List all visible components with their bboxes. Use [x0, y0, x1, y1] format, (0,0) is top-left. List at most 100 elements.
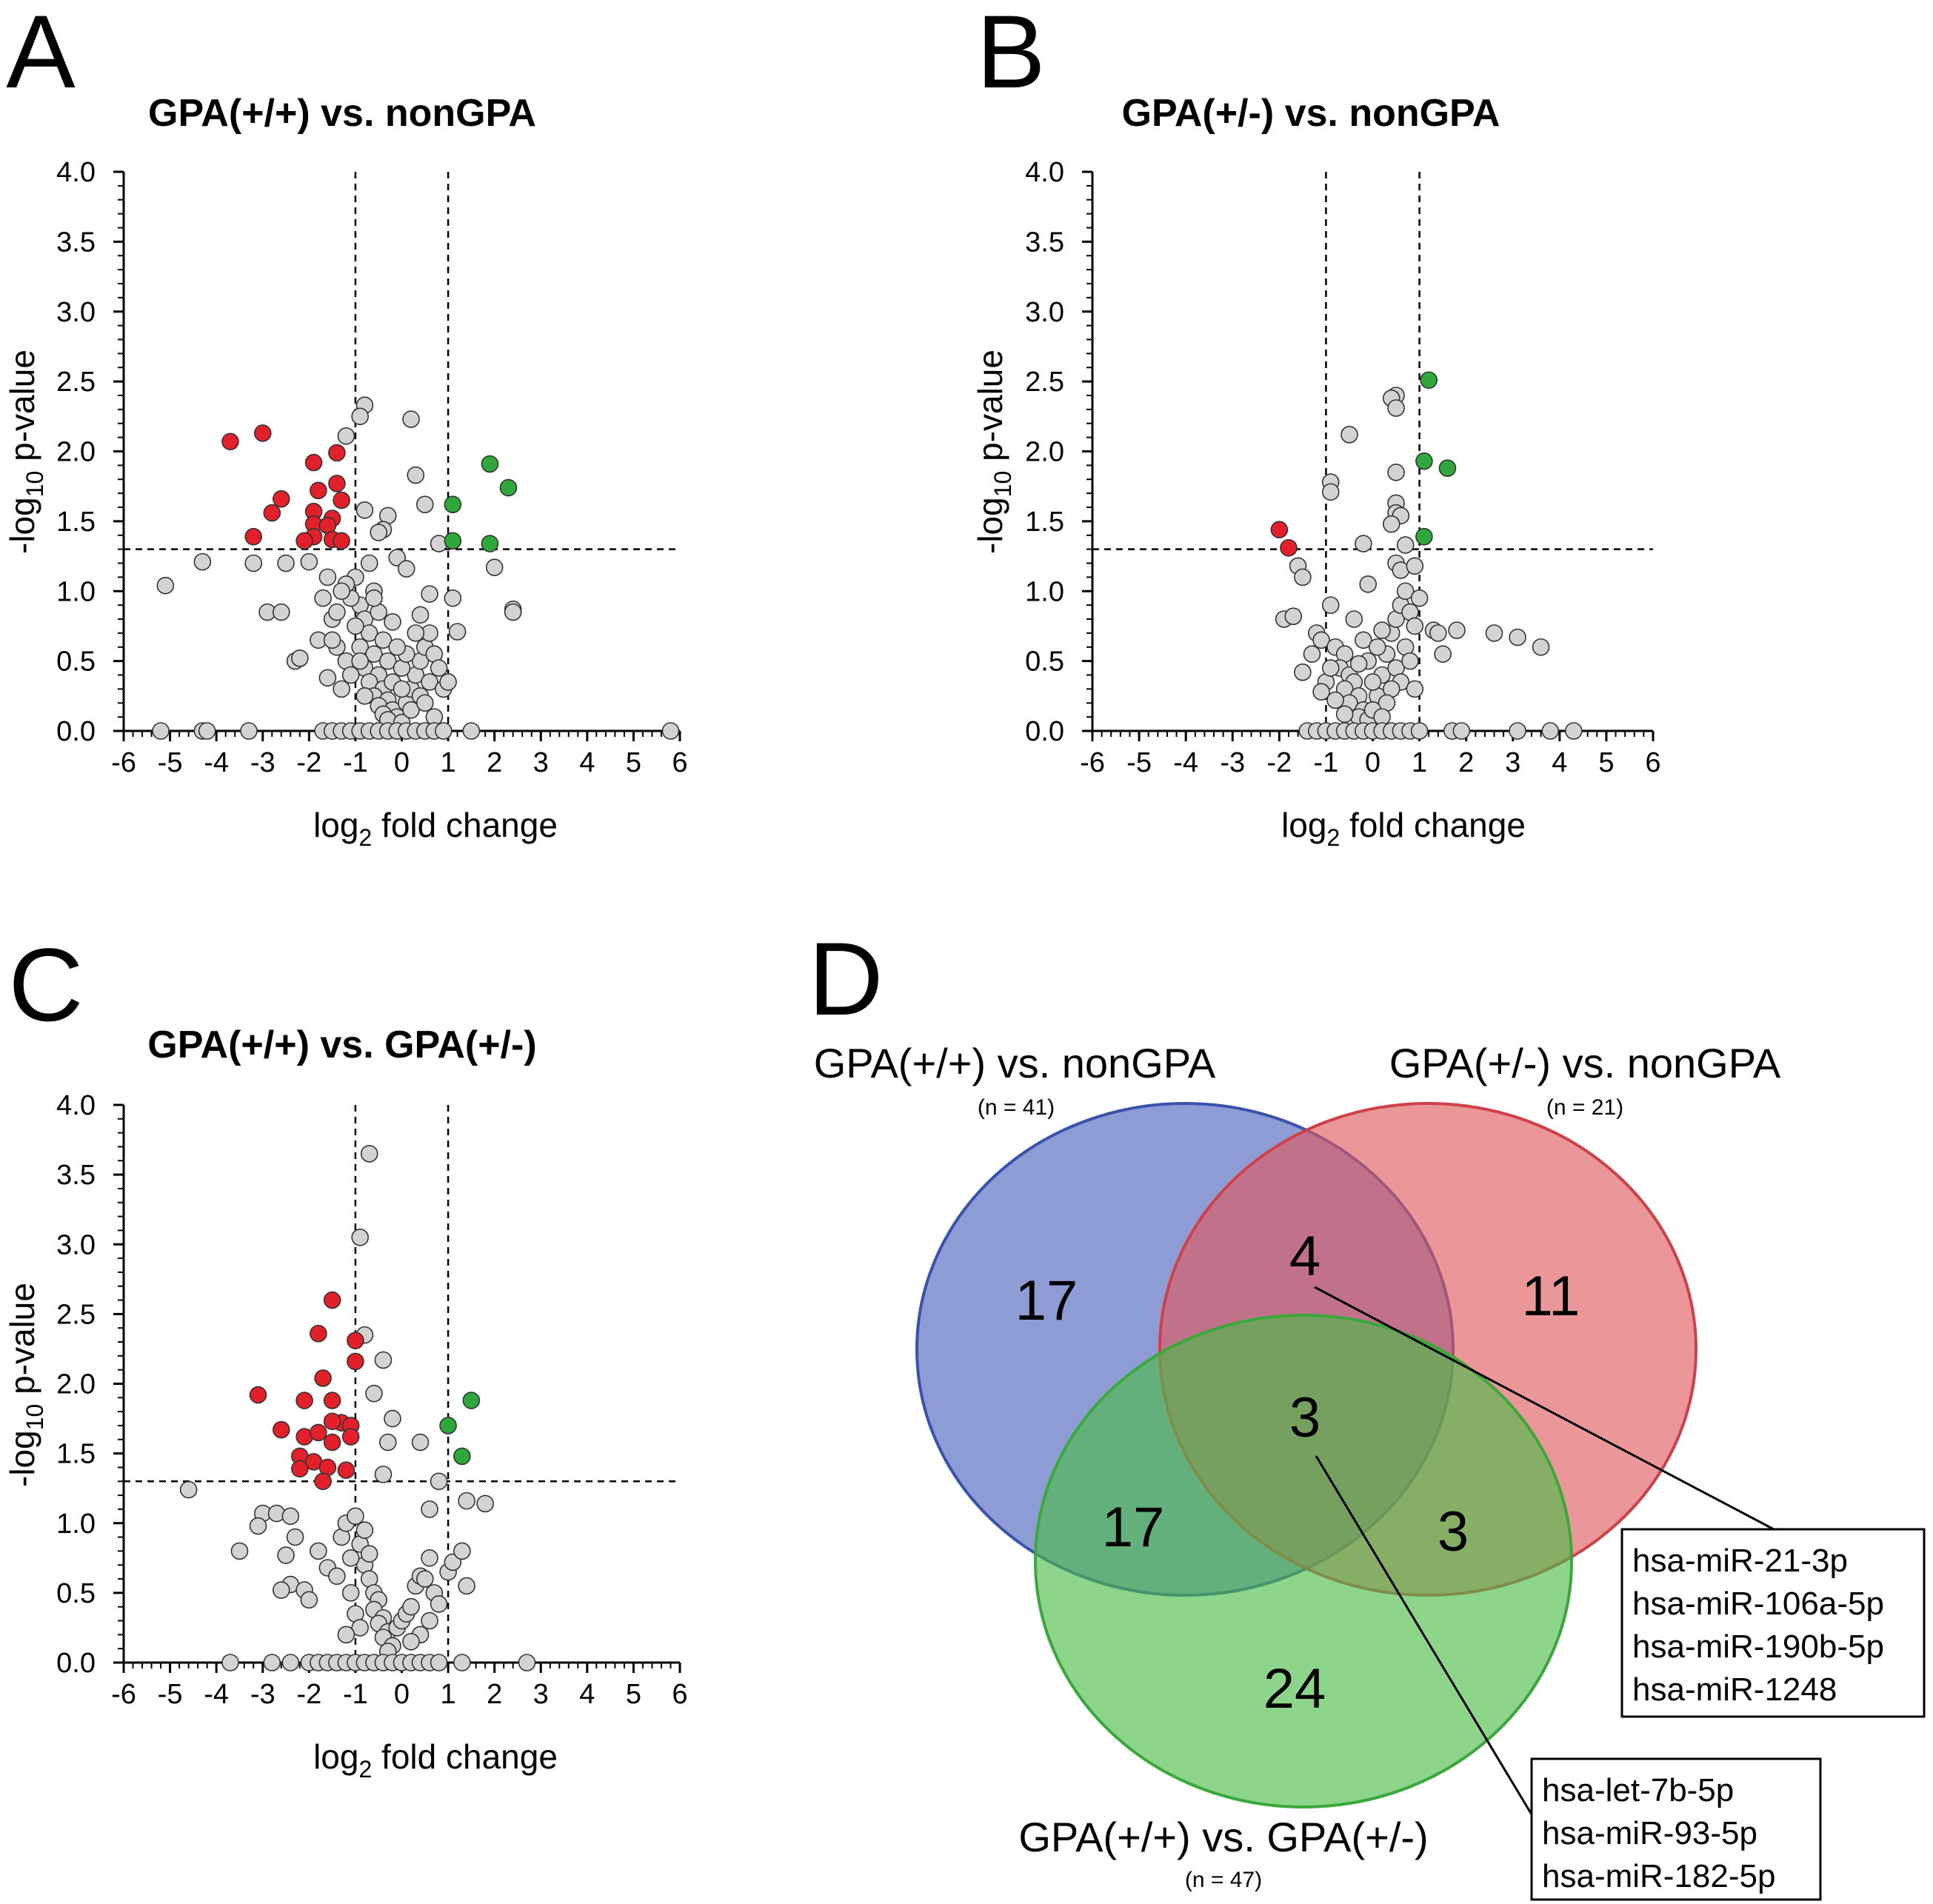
data-point-nonsig [485, 558, 504, 576]
data-point-nonsig [351, 407, 369, 426]
x-tick-label: -4 [204, 747, 229, 778]
panel-a-letter: A [6, 0, 76, 110]
data-point-nonsig [435, 722, 453, 740]
y-tick-label: 0.5 [56, 647, 96, 678]
x-tick-label: 1 [441, 747, 456, 778]
venn-count-two-three: 3 [1438, 1500, 1469, 1563]
data-point-down [249, 1386, 267, 1404]
x-tick-label: -3 [1220, 747, 1245, 778]
y-tick-label: 1.0 [56, 576, 96, 607]
data-point-down [221, 432, 239, 451]
data-point-down [253, 424, 272, 442]
data-point-nonsig [407, 466, 425, 484]
data-point-nonsig [156, 576, 175, 595]
x-tick-label: -6 [1080, 747, 1105, 778]
panel-a-title: GPA(+/+) vs. nonGPA [148, 92, 536, 135]
y-tick-label: 0.0 [56, 716, 96, 747]
data-point-up [1415, 527, 1433, 546]
data-point-nonsig [415, 694, 434, 712]
data-point-nonsig [1363, 673, 1382, 691]
data-point-nonsig [347, 1507, 364, 1526]
x-tick-label: 1 [1412, 747, 1427, 778]
panel-a: A GPA(+/+) vs. nonGPA -6 -5 -4 -3 -2 -1 0 1 2 3 4 5… [3, 0, 688, 851]
panel-c-xlabel: log2 fold change [313, 1737, 558, 1783]
data-point-down [333, 491, 350, 510]
data-point-nonsig [374, 1466, 393, 1483]
panel-b: B GPA(+/-) vs. nonGPA -6 -5 -4 -3 -2 -1 0 1 2 3 4 5… [971, 0, 1661, 851]
data-point-nonsig [272, 1581, 290, 1599]
data-point-nonsig [230, 1542, 249, 1560]
data-point-down [291, 1460, 309, 1478]
data-point-nonsig [476, 1494, 494, 1513]
panel-b-letter: B [976, 0, 1045, 110]
callout-line-four [1314, 1286, 1775, 1531]
data-point-nonsig [1448, 621, 1466, 639]
y-tick-label: 2.0 [1025, 437, 1064, 468]
data-point-nonsig [318, 568, 337, 587]
data-point-nonsig [365, 1384, 383, 1403]
data-point-down [263, 504, 281, 522]
data-point-down [347, 1332, 364, 1349]
scatter-plot-b: -6 -5 -4 -3 -2 -1 0 1 2 3 4 5 6 0.0 0.5 1.0 1.5 2.0 2.5 3.0… [1025, 157, 1660, 778]
data-point-nonsig [453, 1654, 471, 1671]
data-point-nonsig [370, 524, 388, 541]
data-point-nonsig [341, 1584, 360, 1602]
data-point-nonsig [1303, 645, 1321, 663]
data-point-nonsig [402, 1597, 420, 1616]
x-tick-label: 2 [487, 1679, 502, 1710]
data-point-nonsig [421, 1549, 438, 1567]
x-tick-label: -3 [250, 747, 276, 778]
data-point-down [328, 475, 346, 492]
data-point-down [323, 1392, 341, 1409]
data-point-up [481, 455, 499, 473]
venn-set3-label: GPA(+/+) vs. GPA(+/-) [1018, 1814, 1428, 1860]
data-point-nonsig [661, 722, 680, 740]
data-point-down [333, 532, 350, 550]
scatter-plot-a: -6 -5 -4 -3 -2 -1 0 1 2 3 4 5 6 0.0 0.5 1.0 1.5 2.0 2.5 3.0… [56, 157, 687, 778]
data-point-nonsig [1335, 705, 1354, 724]
data-point-nonsig [1349, 655, 1368, 673]
data-point-nonsig [286, 1528, 304, 1546]
data-point-nonsig [1401, 652, 1419, 670]
data-point-nonsig [1485, 624, 1503, 642]
data-point-up [444, 495, 462, 514]
callout-line-three [1315, 1455, 1533, 1815]
data-point-nonsig [411, 1433, 430, 1452]
y-tick-label: 0.5 [1025, 647, 1064, 678]
venn-count-only3: 24 [1263, 1657, 1326, 1720]
venn-count-one-three: 17 [1102, 1496, 1165, 1559]
data-point-nonsig [351, 1229, 369, 1246]
data-point-nonsig [415, 1570, 434, 1588]
data-point-nonsig [378, 652, 397, 670]
data-point-nonsig [244, 554, 263, 572]
venn-set2-n: (n = 21) [1546, 1095, 1623, 1120]
x-tick-label: 3 [1505, 747, 1520, 778]
data-point-down [310, 1423, 327, 1442]
data-point-down [323, 1291, 341, 1309]
data-point-nonsig [1284, 607, 1303, 626]
data-point-nonsig [179, 1480, 198, 1499]
x-tick-label: -5 [158, 1679, 183, 1710]
y-tick-label: 2.0 [56, 437, 96, 468]
data-point-nonsig [277, 1546, 295, 1564]
x-tick-label: -1 [1314, 747, 1339, 778]
panel-a-ylabel: -log10 p-value [3, 350, 48, 554]
data-point-nonsig [1382, 515, 1400, 533]
data-point-nonsig [249, 1517, 267, 1535]
x-tick-label: 5 [626, 747, 641, 778]
data-point-nonsig [453, 1542, 471, 1560]
data-point-nonsig [323, 631, 341, 649]
data-point-nonsig [341, 1549, 360, 1567]
data-point-nonsig [337, 427, 355, 445]
data-point-nonsig [291, 649, 309, 667]
data-point-down [314, 1369, 332, 1387]
data-point-nonsig [1406, 680, 1424, 698]
data-point-nonsig [1321, 659, 1340, 677]
x-tick-label: 3 [533, 1679, 549, 1710]
data-point-nonsig [374, 631, 393, 649]
y-tick-label: 0.0 [56, 1648, 96, 1679]
callout-box-four: hsa-miR-21-3p hsa-miR-106a-5p hsa-miR-19… [1620, 1528, 1926, 1718]
data-point-up [499, 478, 518, 497]
data-point-nonsig [1294, 663, 1312, 681]
